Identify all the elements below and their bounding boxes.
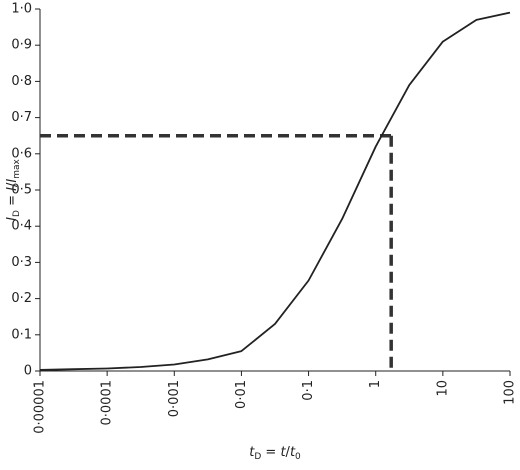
x-tick-label: 0·01 [234,380,249,409]
y-axis-label: ID = I/Imax [5,159,22,221]
y-tick-label: 0·8 [11,74,32,89]
x-axis-label: tD = t/t0 [249,445,301,462]
y-tick-label: 0·6 [11,146,32,161]
y-tick-label: 0·2 [11,291,32,306]
y-tick-label: 0·7 [11,110,32,125]
y-tick-label: 0·3 [11,255,32,270]
x-tick-label: 10 [435,380,450,397]
y-tick-label: 0 [24,364,32,379]
x-tick-label: 1 [368,380,383,388]
x-tick-label: 0·001 [167,380,182,417]
y-tick-label: 0·9 [11,38,32,53]
x-tick-label: 0·1 [301,380,316,401]
y-tick-label: 0·5 [11,183,32,198]
curve [39,11,511,371]
x-tick-label: 100 [503,380,518,405]
y-tick-label: 1·0 [11,2,32,17]
y-tick-label: 0·1 [11,327,32,342]
x-tick-label: 0·00001 [33,380,48,434]
x-tick-label: 0·0001 [100,380,115,426]
y-tick-label: 0·4 [11,219,32,234]
